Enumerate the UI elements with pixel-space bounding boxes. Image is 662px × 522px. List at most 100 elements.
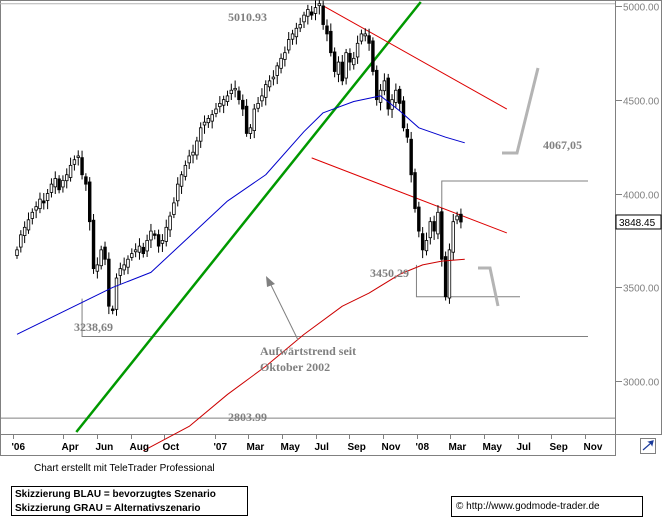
support-levels (0, 180, 615, 419)
x-tick-label: '07 (214, 442, 228, 453)
candle (118, 268, 123, 276)
candle (229, 89, 234, 94)
candle (22, 226, 27, 236)
x-tick-label: Sep (348, 442, 366, 453)
candle (176, 183, 180, 202)
candle (214, 108, 218, 114)
candle (352, 57, 356, 66)
candle (348, 52, 352, 63)
candle (198, 127, 203, 142)
candle (302, 14, 306, 23)
y-tick-label: 3500.00 (623, 284, 660, 295)
annotation-high: 5010.93 (228, 10, 267, 24)
candle (244, 105, 249, 134)
scenario-arrow-down (478, 266, 500, 307)
candle (68, 164, 73, 178)
trend-lines (75, 1, 508, 433)
candle (405, 129, 410, 138)
x-tick-label: Jul (517, 442, 532, 453)
candle (420, 233, 425, 251)
candle (57, 178, 61, 191)
candle (84, 176, 88, 185)
candle (329, 30, 333, 54)
candle (149, 230, 153, 241)
annotation-uptrend-2: Oktober 2002 (260, 360, 330, 374)
annotation-uptrend-1: Aufwärtstrend seit (260, 344, 356, 358)
candle (137, 245, 142, 253)
candle (172, 202, 176, 215)
x-tick-label: May (483, 442, 503, 453)
legend-blue: Skizzierung BLAU = bevorzugtes Szenario (15, 489, 216, 500)
current-price-label: 3848.45 (619, 218, 656, 229)
annotation-3450: 3450,29 (370, 266, 409, 280)
candle (325, 25, 329, 35)
candle (168, 215, 172, 231)
copyright-icon: © (456, 501, 464, 512)
uptrend-line (75, 1, 422, 433)
moving-averages (16, 95, 465, 452)
candle (49, 183, 54, 193)
candle (459, 213, 463, 223)
candle (344, 52, 348, 79)
candle (283, 52, 287, 60)
candle (355, 42, 360, 58)
candle (145, 240, 149, 252)
candle (252, 108, 256, 131)
candle (397, 88, 402, 104)
copyright-box[interactable]: © http://www.godmode-trader.de (451, 496, 643, 517)
candle (340, 61, 345, 82)
current-price-tag (615, 214, 662, 230)
candle (72, 159, 77, 165)
candle (275, 65, 279, 76)
candle (375, 69, 379, 101)
candle (225, 95, 230, 102)
candle (130, 253, 134, 258)
moving-average-short (143, 258, 465, 452)
copyright-url[interactable]: http://www.godmode-trader.de (466, 501, 600, 512)
time-axis (0, 434, 616, 456)
x-axis: '06 Apr Jun Aug Oct '07 Mar May Jul Sep Nov '08 Mar M… (12, 434, 603, 453)
candle (443, 256, 448, 298)
candle (367, 35, 371, 44)
y-tick-label: 4500.00 (623, 97, 660, 108)
candle (237, 90, 241, 101)
candle (409, 138, 413, 176)
channel-upper-line (322, 5, 508, 110)
candle (218, 102, 222, 108)
candle (187, 155, 191, 164)
x-tick-label: Apr (62, 442, 79, 453)
candle (428, 221, 433, 239)
candle (321, 5, 325, 25)
candle (432, 221, 436, 232)
candle (141, 246, 146, 255)
channel-lower-line (311, 157, 508, 234)
candle (133, 249, 138, 253)
candle (440, 211, 444, 260)
candle (34, 206, 38, 211)
candle (110, 308, 115, 311)
candle (298, 24, 302, 29)
candle (126, 258, 130, 268)
x-tick-label: Mar (247, 442, 265, 453)
candle (271, 76, 276, 80)
annotation-arrow-line (269, 282, 299, 341)
candle (183, 164, 188, 177)
candle (332, 51, 337, 72)
candle (191, 151, 195, 156)
candle (26, 219, 31, 231)
support-line-3450 (415, 264, 520, 298)
x-tick-label: Jul (315, 442, 330, 453)
candle (455, 215, 459, 221)
candle (417, 206, 421, 232)
candle (386, 77, 390, 110)
draw-tool-icon[interactable] (640, 438, 656, 454)
x-tick-label: Aug (130, 442, 149, 453)
candle (15, 249, 19, 256)
candle (65, 174, 69, 182)
x-tick-label: Nov (382, 442, 401, 453)
candle (233, 87, 237, 91)
candle (95, 264, 100, 272)
candle (206, 118, 211, 124)
candle (164, 226, 168, 242)
